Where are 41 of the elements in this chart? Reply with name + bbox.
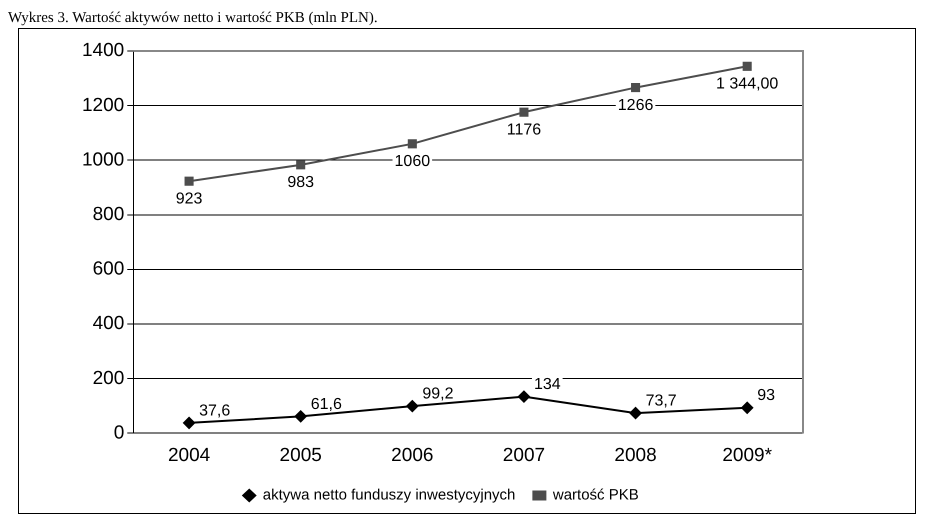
point (406, 400, 418, 412)
y-tick-label: 200 (92, 368, 124, 389)
data-label: 1060 (394, 153, 430, 170)
y-tick-label: 800 (92, 204, 124, 226)
x-tick-label: 2004 (168, 444, 211, 466)
y-tick-label: 1400 (82, 40, 124, 62)
point (519, 108, 528, 117)
x-tick-label: 2005 (280, 444, 322, 466)
data-label: 37,6 (199, 402, 230, 420)
legend-label: wartość PKB (552, 486, 639, 504)
legend-label: aktywa netto funduszy inwestycyjnych (262, 486, 516, 504)
data-label: 134 (534, 376, 561, 394)
x-tick-label: 2009* (722, 444, 773, 466)
point (296, 160, 306, 170)
x-tick-label: 2008 (614, 444, 657, 466)
data-label: 1266 (618, 96, 654, 114)
x-tick-label: 2006 (391, 444, 434, 466)
y-tick-label: 0 (114, 422, 124, 444)
data-label: 61,6 (310, 396, 342, 413)
data-label: 1 344,00 (716, 76, 778, 93)
point (742, 62, 752, 71)
point (294, 410, 307, 422)
data-label: 983 (287, 174, 314, 192)
point (184, 176, 194, 186)
data-label: 99,2 (422, 386, 454, 403)
point (630, 407, 642, 420)
x-tick-label: 2007 (502, 444, 546, 466)
y-tick-label: 600 (92, 258, 124, 280)
y-tick-label: 1200 (82, 94, 124, 116)
data-label: 73,7 (646, 392, 677, 410)
point (518, 390, 530, 403)
point (183, 416, 196, 429)
y-tick-label: 1000 (82, 149, 124, 170)
y-tick-label: 400 (92, 313, 124, 334)
point (741, 402, 754, 414)
data-label: 93 (757, 387, 776, 404)
point (408, 139, 417, 148)
data-label: 923 (176, 190, 203, 208)
point (631, 83, 640, 92)
data-label: 1176 (506, 122, 542, 139)
chart-title: Wykres 3. Wartość aktywów netto i wartość PKB (mln PLN). (8, 9, 379, 28)
